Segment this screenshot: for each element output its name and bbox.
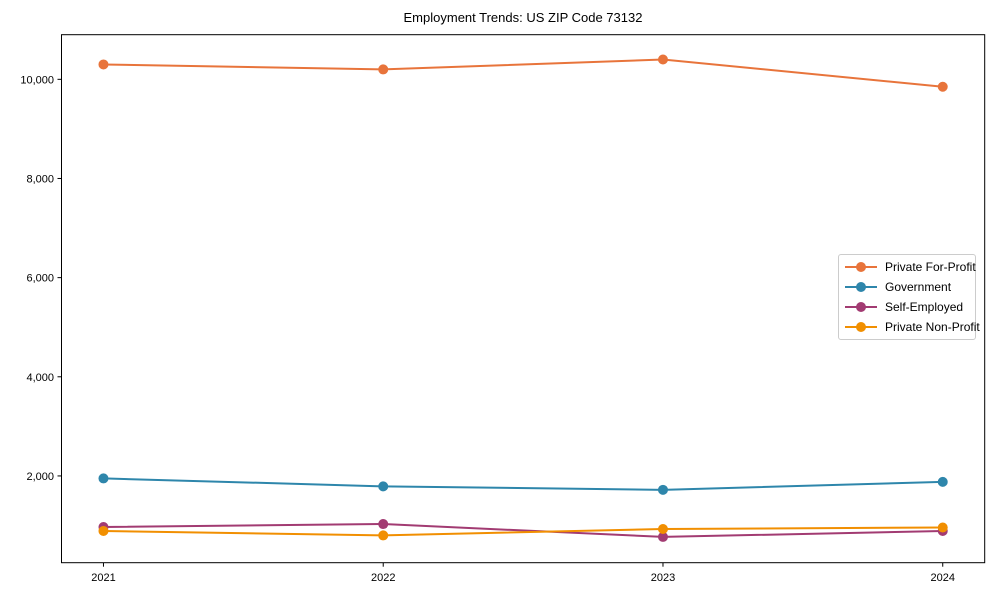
data-point-private-for-profit-2021 bbox=[98, 59, 109, 70]
legend-item-self-employed: Self-Employed bbox=[839, 297, 975, 317]
line-private-non-profit bbox=[103, 526, 943, 537]
legend-label: Private Non-Profit bbox=[885, 320, 980, 334]
legend-item-government: Government bbox=[839, 277, 975, 297]
legend-item-private-non-profit: Private Non-Profit bbox=[839, 317, 980, 337]
line-private-for-profit bbox=[103, 58, 943, 88]
line-self-employed bbox=[103, 523, 943, 538]
legend-line-marker-icon bbox=[845, 322, 877, 332]
data-point-private-for-profit-2022 bbox=[378, 64, 389, 75]
legend: Private For-Profit Government Self-Employe… bbox=[838, 254, 980, 340]
data-point-private-for-profit-2023 bbox=[657, 54, 668, 65]
data-point-self-employed-2023 bbox=[657, 531, 668, 542]
data-point-private-for-profit-2024 bbox=[937, 81, 948, 92]
data-point-private-non-profit-2024 bbox=[937, 522, 948, 533]
data-point-government-2023 bbox=[657, 484, 668, 495]
data-point-private-non-profit-2022 bbox=[378, 530, 389, 541]
data-point-self-employed-2022 bbox=[378, 519, 389, 530]
data-point-government-2024 bbox=[937, 476, 948, 487]
legend-label: Private For-Profit bbox=[885, 260, 976, 274]
data-point-government-2021 bbox=[98, 473, 109, 484]
y-tick-label: 4,000 bbox=[26, 372, 54, 384]
data-point-private-non-profit-2023 bbox=[657, 523, 668, 534]
x-tick-label: 2024 bbox=[930, 572, 954, 584]
x-tick-label: 2022 bbox=[371, 572, 395, 584]
y-tick-label: 6,000 bbox=[26, 273, 54, 285]
plot-border bbox=[61, 34, 986, 564]
x-tick-label: 2021 bbox=[91, 572, 115, 584]
y-tick-label: 10,000 bbox=[20, 74, 54, 86]
y-tick-label: 8,000 bbox=[26, 173, 54, 185]
x-tick-label: 2023 bbox=[651, 572, 675, 584]
legend-line-marker-icon bbox=[845, 282, 877, 292]
legend-line-marker-icon bbox=[845, 262, 877, 272]
data-point-government-2022 bbox=[378, 481, 389, 492]
legend-line-marker-icon bbox=[845, 302, 877, 312]
data-point-private-non-profit-2021 bbox=[98, 525, 109, 536]
line-government bbox=[103, 477, 943, 491]
legend-label: Government bbox=[885, 280, 952, 294]
legend-item-private-for-profit: Private For-Profit bbox=[839, 257, 976, 277]
chart-title: Employment Trends: US ZIP Code 73132 bbox=[403, 10, 643, 25]
legend-label: Self-Employed bbox=[885, 300, 964, 314]
y-tick-label: 2,000 bbox=[26, 471, 54, 483]
